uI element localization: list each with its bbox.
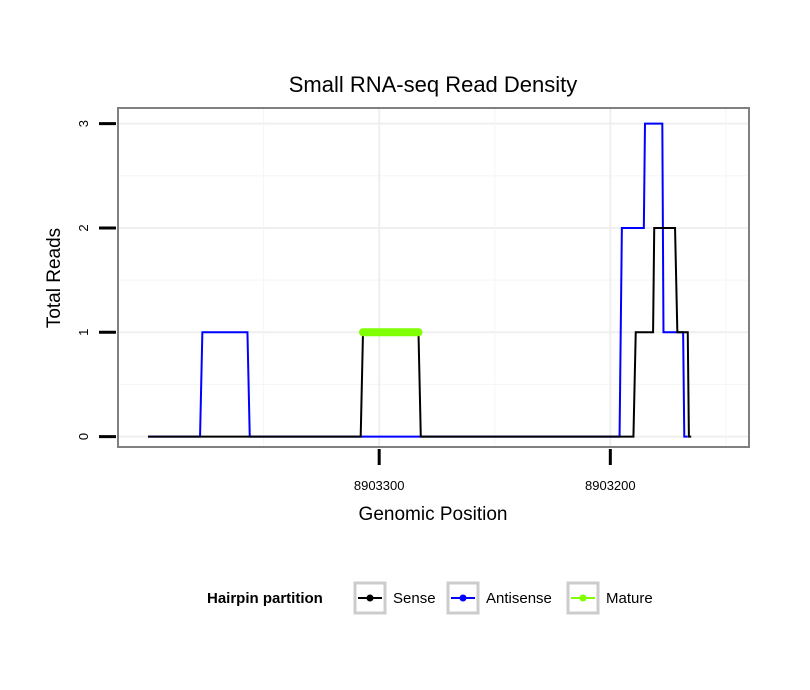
- legend: Hairpin partition Sense Antisense Mature: [207, 581, 653, 615]
- legend-item-mature: Mature: [566, 581, 653, 615]
- plot-grid: [118, 108, 749, 447]
- legend-key-point: [366, 594, 374, 602]
- y-tick-label: 0: [76, 433, 91, 440]
- y-axis: 0 1 2 3: [76, 120, 116, 440]
- legend-label: Sense: [393, 590, 436, 607]
- legend-key-point: [579, 594, 587, 602]
- chart-title: Small RNA-seq Read Density: [289, 72, 578, 97]
- y-tick-label: 2: [76, 224, 91, 231]
- legend-entries: Sense Antisense Mature: [353, 581, 653, 615]
- x-tick-label: 8903300: [354, 478, 405, 493]
- x-tick-label: 8903200: [585, 478, 636, 493]
- legend-item-antisense: Antisense: [446, 581, 552, 615]
- legend-key-point: [459, 594, 467, 602]
- x-axis-title: Genomic Position: [359, 504, 508, 525]
- legend-item-sense: Sense: [353, 581, 436, 615]
- series-layer: [148, 122, 692, 438]
- y-tick-label: 1: [76, 329, 91, 336]
- y-axis-title: Total Reads: [44, 228, 65, 328]
- y-tick-label: 3: [76, 120, 91, 127]
- legend-label: Mature: [606, 590, 653, 607]
- plot-panel-border: [117, 107, 750, 448]
- legend-label: Antisense: [486, 590, 552, 607]
- x-axis: 8903300 8903200: [354, 449, 636, 493]
- legend-title: Hairpin partition: [207, 590, 323, 607]
